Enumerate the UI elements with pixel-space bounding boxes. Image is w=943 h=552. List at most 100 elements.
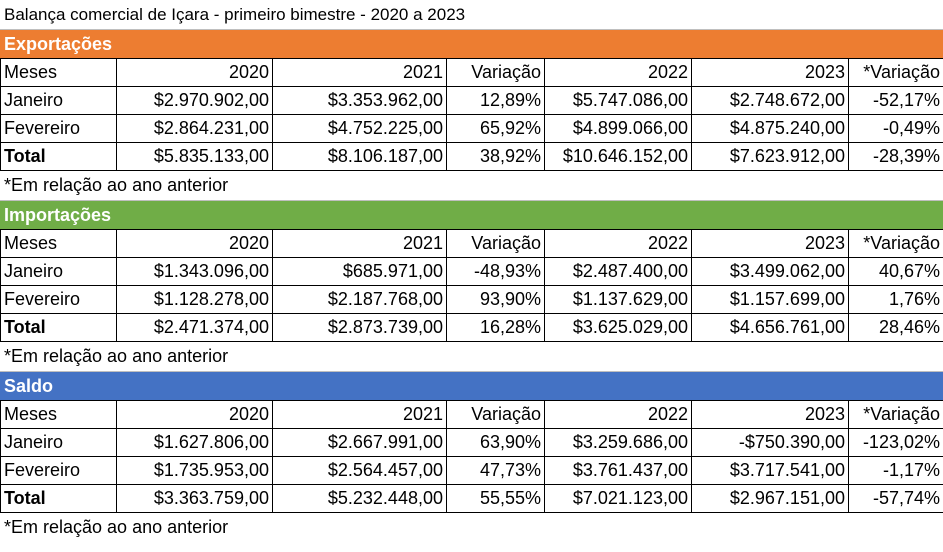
cell-variacao-anterior[interactable]: -123,02% xyxy=(848,428,943,457)
section-header-importacoes[interactable]: Importações xyxy=(0,200,943,229)
cell-variacao[interactable]: 38,92% xyxy=(446,142,545,171)
cell-variacao-anterior[interactable]: -1,17% xyxy=(848,456,943,485)
cell-variacao[interactable]: -48,93% xyxy=(446,257,545,286)
header-cell-2022[interactable]: 2022 xyxy=(544,400,692,429)
header-cell-2020[interactable]: 2020 xyxy=(116,229,273,258)
cell-2020[interactable]: $5.835.133,00 xyxy=(116,142,273,171)
cell-variacao-anterior[interactable]: 40,67% xyxy=(848,257,943,286)
cell-variacao[interactable]: 47,73% xyxy=(446,456,545,485)
cell-2021[interactable]: $8.106.187,00 xyxy=(272,142,447,171)
cell-2020[interactable]: $2.471.374,00 xyxy=(116,313,273,342)
cell-2021[interactable]: $3.353.962,00 xyxy=(272,86,447,115)
cell-2022[interactable]: $4.899.066,00 xyxy=(544,114,692,143)
footnote: *Em relação ao ano anterior xyxy=(4,517,229,537)
cell-2020[interactable]: $1.735.953,00 xyxy=(116,456,273,485)
table-row-total: Total $2.471.374,00 $2.873.739,00 16,28%… xyxy=(0,313,943,342)
cell-2021[interactable]: $2.187.768,00 xyxy=(272,285,447,314)
cell-2022[interactable]: $7.021.123,00 xyxy=(544,484,692,513)
cell-2020[interactable]: $2.864.231,00 xyxy=(116,114,273,143)
cell-variacao-anterior[interactable]: -0,49% xyxy=(848,114,943,143)
cell-month[interactable]: Janeiro xyxy=(0,86,117,115)
cell-2022[interactable]: $2.487.400,00 xyxy=(544,257,692,286)
cell-2020[interactable]: $1.343.096,00 xyxy=(116,257,273,286)
cell-2023[interactable]: $2.967.151,00 xyxy=(691,484,849,513)
header-cell-meses[interactable]: Meses xyxy=(0,229,117,258)
cell-variacao-anterior[interactable]: -57,74% xyxy=(848,484,943,513)
cell-variacao[interactable]: 55,55% xyxy=(446,484,545,513)
header-cell-2022[interactable]: 2022 xyxy=(544,58,692,87)
table-row: Janeiro $2.970.902,00 $3.353.962,00 12,8… xyxy=(0,86,943,115)
cell-2022[interactable]: $3.259.686,00 xyxy=(544,428,692,457)
cell-2022[interactable]: $5.747.086,00 xyxy=(544,86,692,115)
cell-2021[interactable]: $5.232.448,00 xyxy=(272,484,447,513)
header-cell-meses[interactable]: Meses xyxy=(0,58,117,87)
cell-2023[interactable]: $1.157.699,00 xyxy=(691,285,849,314)
cell-2023[interactable]: $3.717.541,00 xyxy=(691,456,849,485)
sheet-title: Balança comercial de Içara - primeiro bi… xyxy=(4,5,466,24)
cell-2020[interactable]: $2.970.902,00 xyxy=(116,86,273,115)
cell-variacao[interactable]: 65,92% xyxy=(446,114,545,143)
cell-2020[interactable]: $1.128.278,00 xyxy=(116,285,273,314)
cell-variacao[interactable]: 93,90% xyxy=(446,285,545,314)
cell-2021[interactable]: $2.564.457,00 xyxy=(272,456,447,485)
cell-2021[interactable]: $2.873.739,00 xyxy=(272,313,447,342)
section-header-saldo[interactable]: Saldo xyxy=(0,371,943,400)
header-cell-variacao[interactable]: Variação xyxy=(446,229,545,258)
table-row-total: Total $5.835.133,00 $8.106.187,00 38,92%… xyxy=(0,142,943,171)
cell-month[interactable]: Fevereiro xyxy=(0,114,117,143)
table-row-total: Total $3.363.759,00 $5.232.448,00 55,55%… xyxy=(0,484,943,513)
header-cell-2020[interactable]: 2020 xyxy=(116,400,273,429)
footnote: *Em relação ao ano anterior xyxy=(4,346,229,366)
header-cell-2020[interactable]: 2020 xyxy=(116,58,273,87)
header-cell-2023[interactable]: 2023 xyxy=(691,400,849,429)
cell-2021[interactable]: $685.971,00 xyxy=(272,257,447,286)
cell-month[interactable]: Fevereiro xyxy=(0,456,117,485)
header-cell-variacao-anterior[interactable]: *Variação xyxy=(848,58,943,87)
cell-2023[interactable]: $2.748.672,00 xyxy=(691,86,849,115)
header-cell-variacao[interactable]: Variação xyxy=(446,58,545,87)
cell-2021[interactable]: $4.752.225,00 xyxy=(272,114,447,143)
header-cell-meses[interactable]: Meses xyxy=(0,400,117,429)
cell-month[interactable]: Janeiro xyxy=(0,257,117,286)
table-exportacoes: Meses 2020 2021 Variação 2022 2023 *Vari… xyxy=(0,58,943,171)
cell-2023[interactable]: $4.656.761,00 xyxy=(691,313,849,342)
header-cell-2021[interactable]: 2021 xyxy=(272,58,447,87)
cell-2020[interactable]: $1.627.806,00 xyxy=(116,428,273,457)
cell-variacao-anterior[interactable]: 1,76% xyxy=(848,285,943,314)
cell-month[interactable]: Total xyxy=(0,142,117,171)
cell-2023[interactable]: $4.875.240,00 xyxy=(691,114,849,143)
footnote: *Em relação ao ano anterior xyxy=(4,175,229,195)
cell-2022[interactable]: $3.761.437,00 xyxy=(544,456,692,485)
header-cell-variacao-anterior[interactable]: *Variação xyxy=(848,400,943,429)
cell-variacao-anterior[interactable]: -52,17% xyxy=(848,86,943,115)
cell-month[interactable]: Janeiro xyxy=(0,428,117,457)
header-cell-2022[interactable]: 2022 xyxy=(544,229,692,258)
header-row: Meses 2020 2021 Variação 2022 2023 *Vari… xyxy=(0,58,943,87)
header-cell-2021[interactable]: 2021 xyxy=(272,229,447,258)
table-row: Janeiro $1.627.806,00 $2.667.991,00 63,9… xyxy=(0,428,943,457)
cell-2022[interactable]: $3.625.029,00 xyxy=(544,313,692,342)
cell-2021[interactable]: $2.667.991,00 xyxy=(272,428,447,457)
table-importacoes: Meses 2020 2021 Variação 2022 2023 *Vari… xyxy=(0,229,943,342)
cell-2023[interactable]: $7.623.912,00 xyxy=(691,142,849,171)
cell-2020[interactable]: $3.363.759,00 xyxy=(116,484,273,513)
cell-month[interactable]: Total xyxy=(0,484,117,513)
header-cell-variacao-anterior[interactable]: *Variação xyxy=(848,229,943,258)
cell-variacao[interactable]: 16,28% xyxy=(446,313,545,342)
cell-2022[interactable]: $1.137.629,00 xyxy=(544,285,692,314)
cell-variacao[interactable]: 12,89% xyxy=(446,86,545,115)
cell-month[interactable]: Total xyxy=(0,313,117,342)
header-cell-variacao[interactable]: Variação xyxy=(446,400,545,429)
cell-variacao[interactable]: 63,90% xyxy=(446,428,545,457)
section-header-exportacoes[interactable]: Exportações xyxy=(0,29,943,58)
cell-2022[interactable]: $10.646.152,00 xyxy=(544,142,692,171)
cell-2023[interactable]: $3.499.062,00 xyxy=(691,257,849,286)
header-cell-2023[interactable]: 2023 xyxy=(691,58,849,87)
cell-month[interactable]: Fevereiro xyxy=(0,285,117,314)
cell-variacao-anterior[interactable]: -28,39% xyxy=(848,142,943,171)
cell-2023[interactable]: -$750.390,00 xyxy=(691,428,849,457)
header-cell-2021[interactable]: 2021 xyxy=(272,400,447,429)
cell-variacao-anterior[interactable]: 28,46% xyxy=(848,313,943,342)
header-cell-2023[interactable]: 2023 xyxy=(691,229,849,258)
